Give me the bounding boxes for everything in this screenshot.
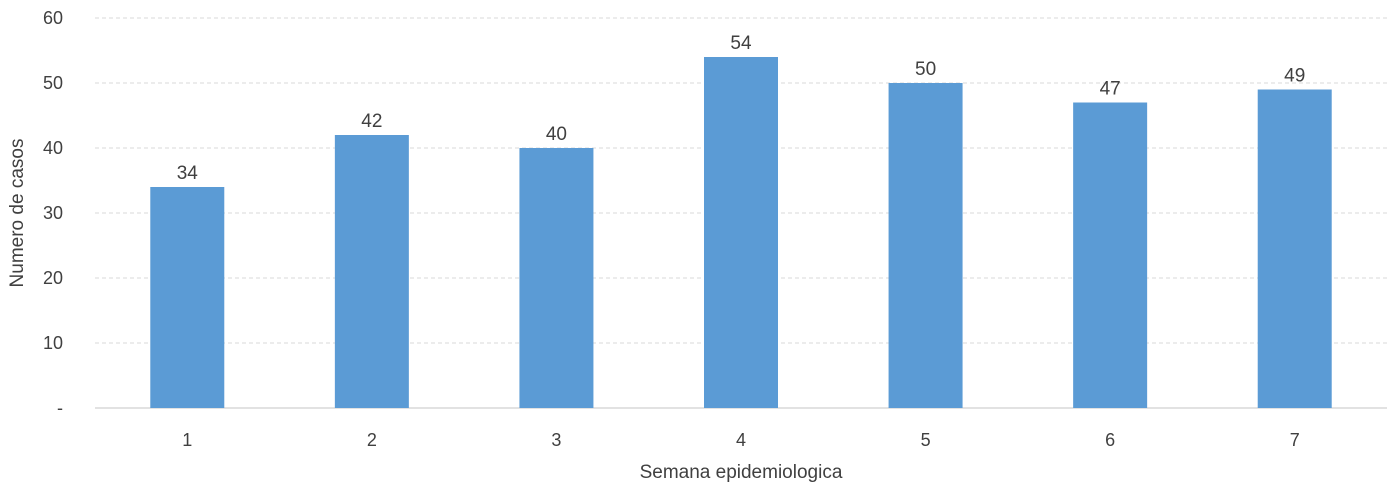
x-tick-label: 6 [1105,430,1115,450]
bar-week-1 [150,187,225,408]
data-label: 54 [730,33,752,54]
data-label: 42 [361,111,382,132]
bar-week-6 [1073,102,1148,408]
bar-week-3 [519,148,594,408]
y-tick-label: 50 [43,73,63,93]
data-label: 40 [546,124,567,145]
x-tick-label: 5 [921,430,931,450]
bar-week-5 [888,83,963,408]
bar-week-2 [334,135,409,408]
y-tick-label: 20 [43,268,63,288]
data-labels: 34 42 40 54 50 47 49 [177,33,1306,184]
x-tick-label: 3 [551,430,561,450]
data-label: 47 [1100,79,1121,100]
data-label: 50 [915,59,936,80]
y-tick-labels: - 10 20 30 40 50 60 [43,8,63,418]
data-label: 49 [1284,66,1305,87]
y-tick-label: 10 [43,333,63,353]
y-axis-title: Numero de casos [7,139,28,288]
y-tick-label: - [57,398,63,418]
y-tick-label: 40 [43,138,63,158]
bars [150,57,1332,408]
x-tick-label: 7 [1290,430,1300,450]
data-label: 34 [177,163,199,184]
y-tick-label: 60 [43,8,63,28]
x-tick-label: 4 [736,430,746,450]
bar-week-4 [704,57,778,408]
x-tick-labels: 1 2 3 4 5 6 7 [182,430,1299,450]
bar-week-7 [1257,89,1332,408]
x-tick-label: 1 [182,430,192,450]
x-axis-title: Semana epidemiologica [640,462,843,483]
x-tick-label: 2 [367,430,377,450]
y-tick-label: 30 [43,203,63,223]
